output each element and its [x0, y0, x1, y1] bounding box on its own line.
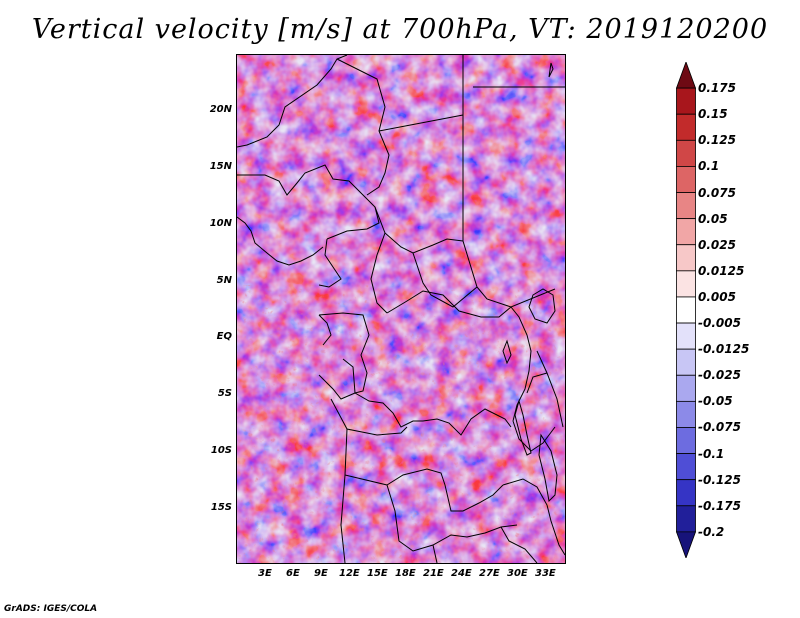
lon-label-27e: 27E: [479, 568, 500, 579]
colorbar-label: -0.005: [698, 316, 741, 331]
lon-label-33e: 33E: [535, 568, 556, 579]
colorbar-bin: [676, 87, 696, 115]
colorbar-bin: [676, 348, 696, 376]
colorbar-bin: [676, 166, 696, 193]
colorbar-bin: [676, 479, 696, 507]
colorbar-bin: [676, 505, 696, 533]
lat-label-eq: EQ: [216, 331, 232, 342]
colorbar-label: 0.005: [698, 289, 736, 304]
lon-label-24e: 24E: [451, 568, 472, 579]
colorbar-label: -0.2: [698, 524, 725, 539]
lon-label-30e: 30E: [507, 568, 528, 579]
colorbar: [676, 62, 696, 558]
colorbar-label: -0.05: [698, 394, 733, 409]
map-panel[interactable]: [236, 54, 566, 564]
colorbar-label: -0.175: [698, 498, 741, 513]
lat-label-5n: 5N: [216, 275, 232, 286]
colorbar-bin: [676, 400, 696, 428]
colorbar-label: -0.125: [698, 472, 741, 487]
colorbar-bin: [676, 244, 696, 272]
lon-label-6e: 6E: [286, 568, 300, 579]
velocity-field-speckle: [237, 285, 565, 563]
colorbar-label: 0.025: [698, 237, 736, 252]
colorbar-bin: [676, 270, 696, 298]
colorbar-bin: [676, 453, 696, 481]
colorbar-bin: [676, 322, 696, 350]
colorbar-bin: [676, 192, 696, 220]
colorbar-bin: [676, 139, 696, 167]
map-title: Vertical velocity [m/s] at 700hPa, VT: 2…: [31, 14, 769, 45]
colorbar-label: 0.1: [698, 159, 720, 174]
colorbar-bin: [676, 427, 696, 454]
lat-label-20n: 20N: [209, 104, 232, 115]
colorbar-bin: [676, 296, 696, 324]
lat-label-15n: 15N: [209, 161, 232, 172]
colorbar-label: 0.125: [698, 133, 736, 148]
country-borders: [237, 55, 565, 563]
colorbar-label: 0.075: [698, 185, 736, 200]
lon-label-12e: 12E: [339, 568, 360, 579]
colorbar-label: 0.175: [698, 81, 736, 96]
grads-footer: GrADS: IGES/COLA: [4, 604, 98, 614]
colorbar-bin: [676, 218, 696, 246]
lat-label-5s: 5S: [217, 388, 232, 399]
colorbar-label: 0.15: [698, 107, 728, 122]
colorbar-bin: [676, 113, 696, 141]
lat-label-15s: 15S: [210, 502, 232, 513]
lon-label-9e: 9E: [314, 568, 328, 579]
lon-label-18e: 18E: [395, 568, 416, 579]
lakes: [502, 62, 558, 503]
lon-label-21e: 21E: [423, 568, 444, 579]
colorbar-bin: [676, 531, 696, 558]
colorbar-label: -0.075: [698, 420, 741, 435]
colorbar-label: 0.0125: [698, 263, 745, 278]
colorbar-bin: [676, 374, 696, 402]
colorbar-label: -0.0125: [698, 342, 750, 357]
colorbar-label: -0.025: [698, 368, 741, 383]
colorbar-label: 0.05: [698, 211, 728, 226]
colorbar-label: -0.1: [698, 446, 725, 461]
lat-label-10n: 10N: [209, 218, 232, 229]
lon-label-3e: 3E: [258, 568, 272, 579]
colorbar-bin: [676, 62, 696, 89]
lat-label-10s: 10S: [210, 445, 232, 456]
lon-label-15e: 15E: [367, 568, 388, 579]
